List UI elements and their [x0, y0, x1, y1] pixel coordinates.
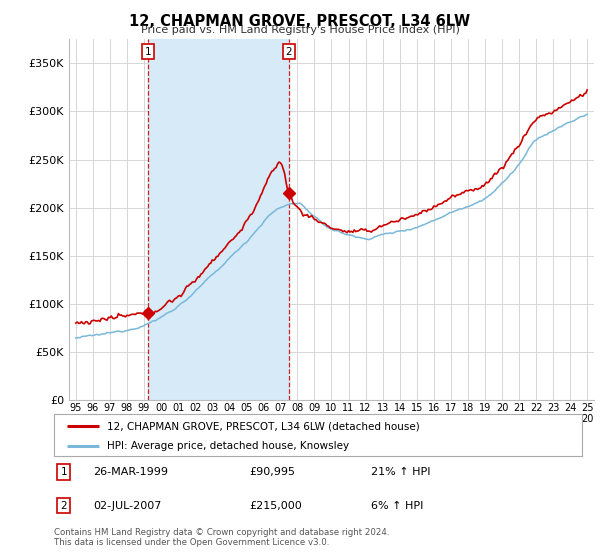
Text: 12, CHAPMAN GROVE, PRESCOT, L34 6LW (detached house): 12, CHAPMAN GROVE, PRESCOT, L34 6LW (det…: [107, 421, 419, 431]
Bar: [148, 39, 289, 400]
Text: 12, CHAPMAN GROVE, PRESCOT, L34 6LW: 12, CHAPMAN GROVE, PRESCOT, L34 6LW: [130, 14, 470, 29]
Text: This data is licensed under the Open Government Licence v3.0.: This data is licensed under the Open Gov…: [54, 538, 329, 547]
Text: 26-MAR-1999: 26-MAR-1999: [94, 467, 169, 477]
Text: Contains HM Land Registry data © Crown copyright and database right 2024.: Contains HM Land Registry data © Crown c…: [54, 528, 389, 536]
Text: 6% ↑ HPI: 6% ↑ HPI: [371, 501, 423, 511]
Text: 2: 2: [286, 47, 292, 57]
Text: £215,000: £215,000: [250, 501, 302, 511]
Text: HPI: Average price, detached house, Knowsley: HPI: Average price, detached house, Know…: [107, 441, 349, 451]
Text: 21% ↑ HPI: 21% ↑ HPI: [371, 467, 430, 477]
Text: Price paid vs. HM Land Registry's House Price Index (HPI): Price paid vs. HM Land Registry's House …: [140, 25, 460, 35]
Text: 1: 1: [61, 467, 67, 477]
Text: 02-JUL-2007: 02-JUL-2007: [94, 501, 162, 511]
Text: 2: 2: [61, 501, 67, 511]
Text: £90,995: £90,995: [250, 467, 295, 477]
Text: 1: 1: [145, 47, 151, 57]
